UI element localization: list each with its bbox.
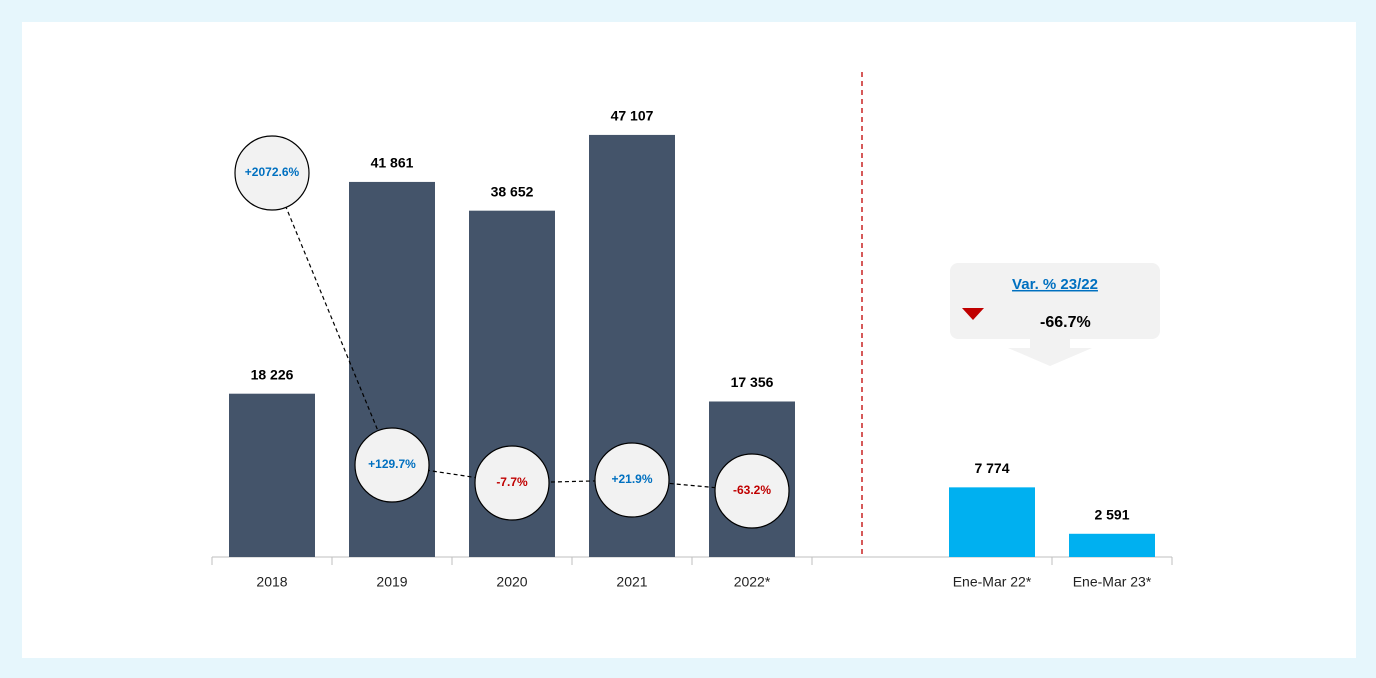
bar	[949, 487, 1035, 557]
x-tick-label: 2020	[496, 574, 527, 590]
data-label: 47 107	[611, 108, 654, 124]
growth-bubble	[354, 427, 430, 503]
growth-bubble	[594, 442, 670, 518]
growth-label: +21.9%	[611, 472, 652, 486]
growth-label: -63.2%	[733, 483, 771, 497]
x-tick-label: 2021	[616, 574, 647, 590]
growth-bubble	[234, 135, 310, 211]
callout-title: Var. % 23/22	[1012, 276, 1098, 293]
callout: Var. % 23/22 -66.7%	[950, 263, 1160, 366]
callout-value: -66.7%	[1040, 314, 1091, 331]
data-label: 7 774	[974, 460, 1009, 476]
growth-label: -7.7%	[496, 475, 528, 489]
x-tick-label: 2018	[256, 574, 287, 590]
bar	[1069, 533, 1155, 557]
x-tick-label: Ene-Mar 23*	[1073, 574, 1152, 590]
x-tick-label: 2022*	[734, 574, 771, 590]
growth-label: +129.7%	[368, 457, 416, 471]
growth-label: +2072.6%	[245, 165, 300, 179]
data-label: 41 861	[371, 155, 414, 171]
data-label: 38 652	[491, 183, 534, 199]
callout-arrow	[1008, 339, 1092, 366]
down-triangle	[962, 308, 984, 320]
growth-bubble	[714, 453, 790, 529]
panel	[22, 22, 1356, 658]
data-label: 2 591	[1094, 506, 1129, 522]
bar	[229, 393, 315, 557]
data-label: 17 356	[731, 374, 774, 390]
growth-bubble	[474, 445, 550, 521]
callout-box	[950, 263, 1160, 339]
x-tick-label: Ene-Mar 22*	[953, 574, 1032, 590]
data-label: 18 226	[251, 366, 294, 382]
x-tick-label: 2019	[376, 574, 407, 590]
